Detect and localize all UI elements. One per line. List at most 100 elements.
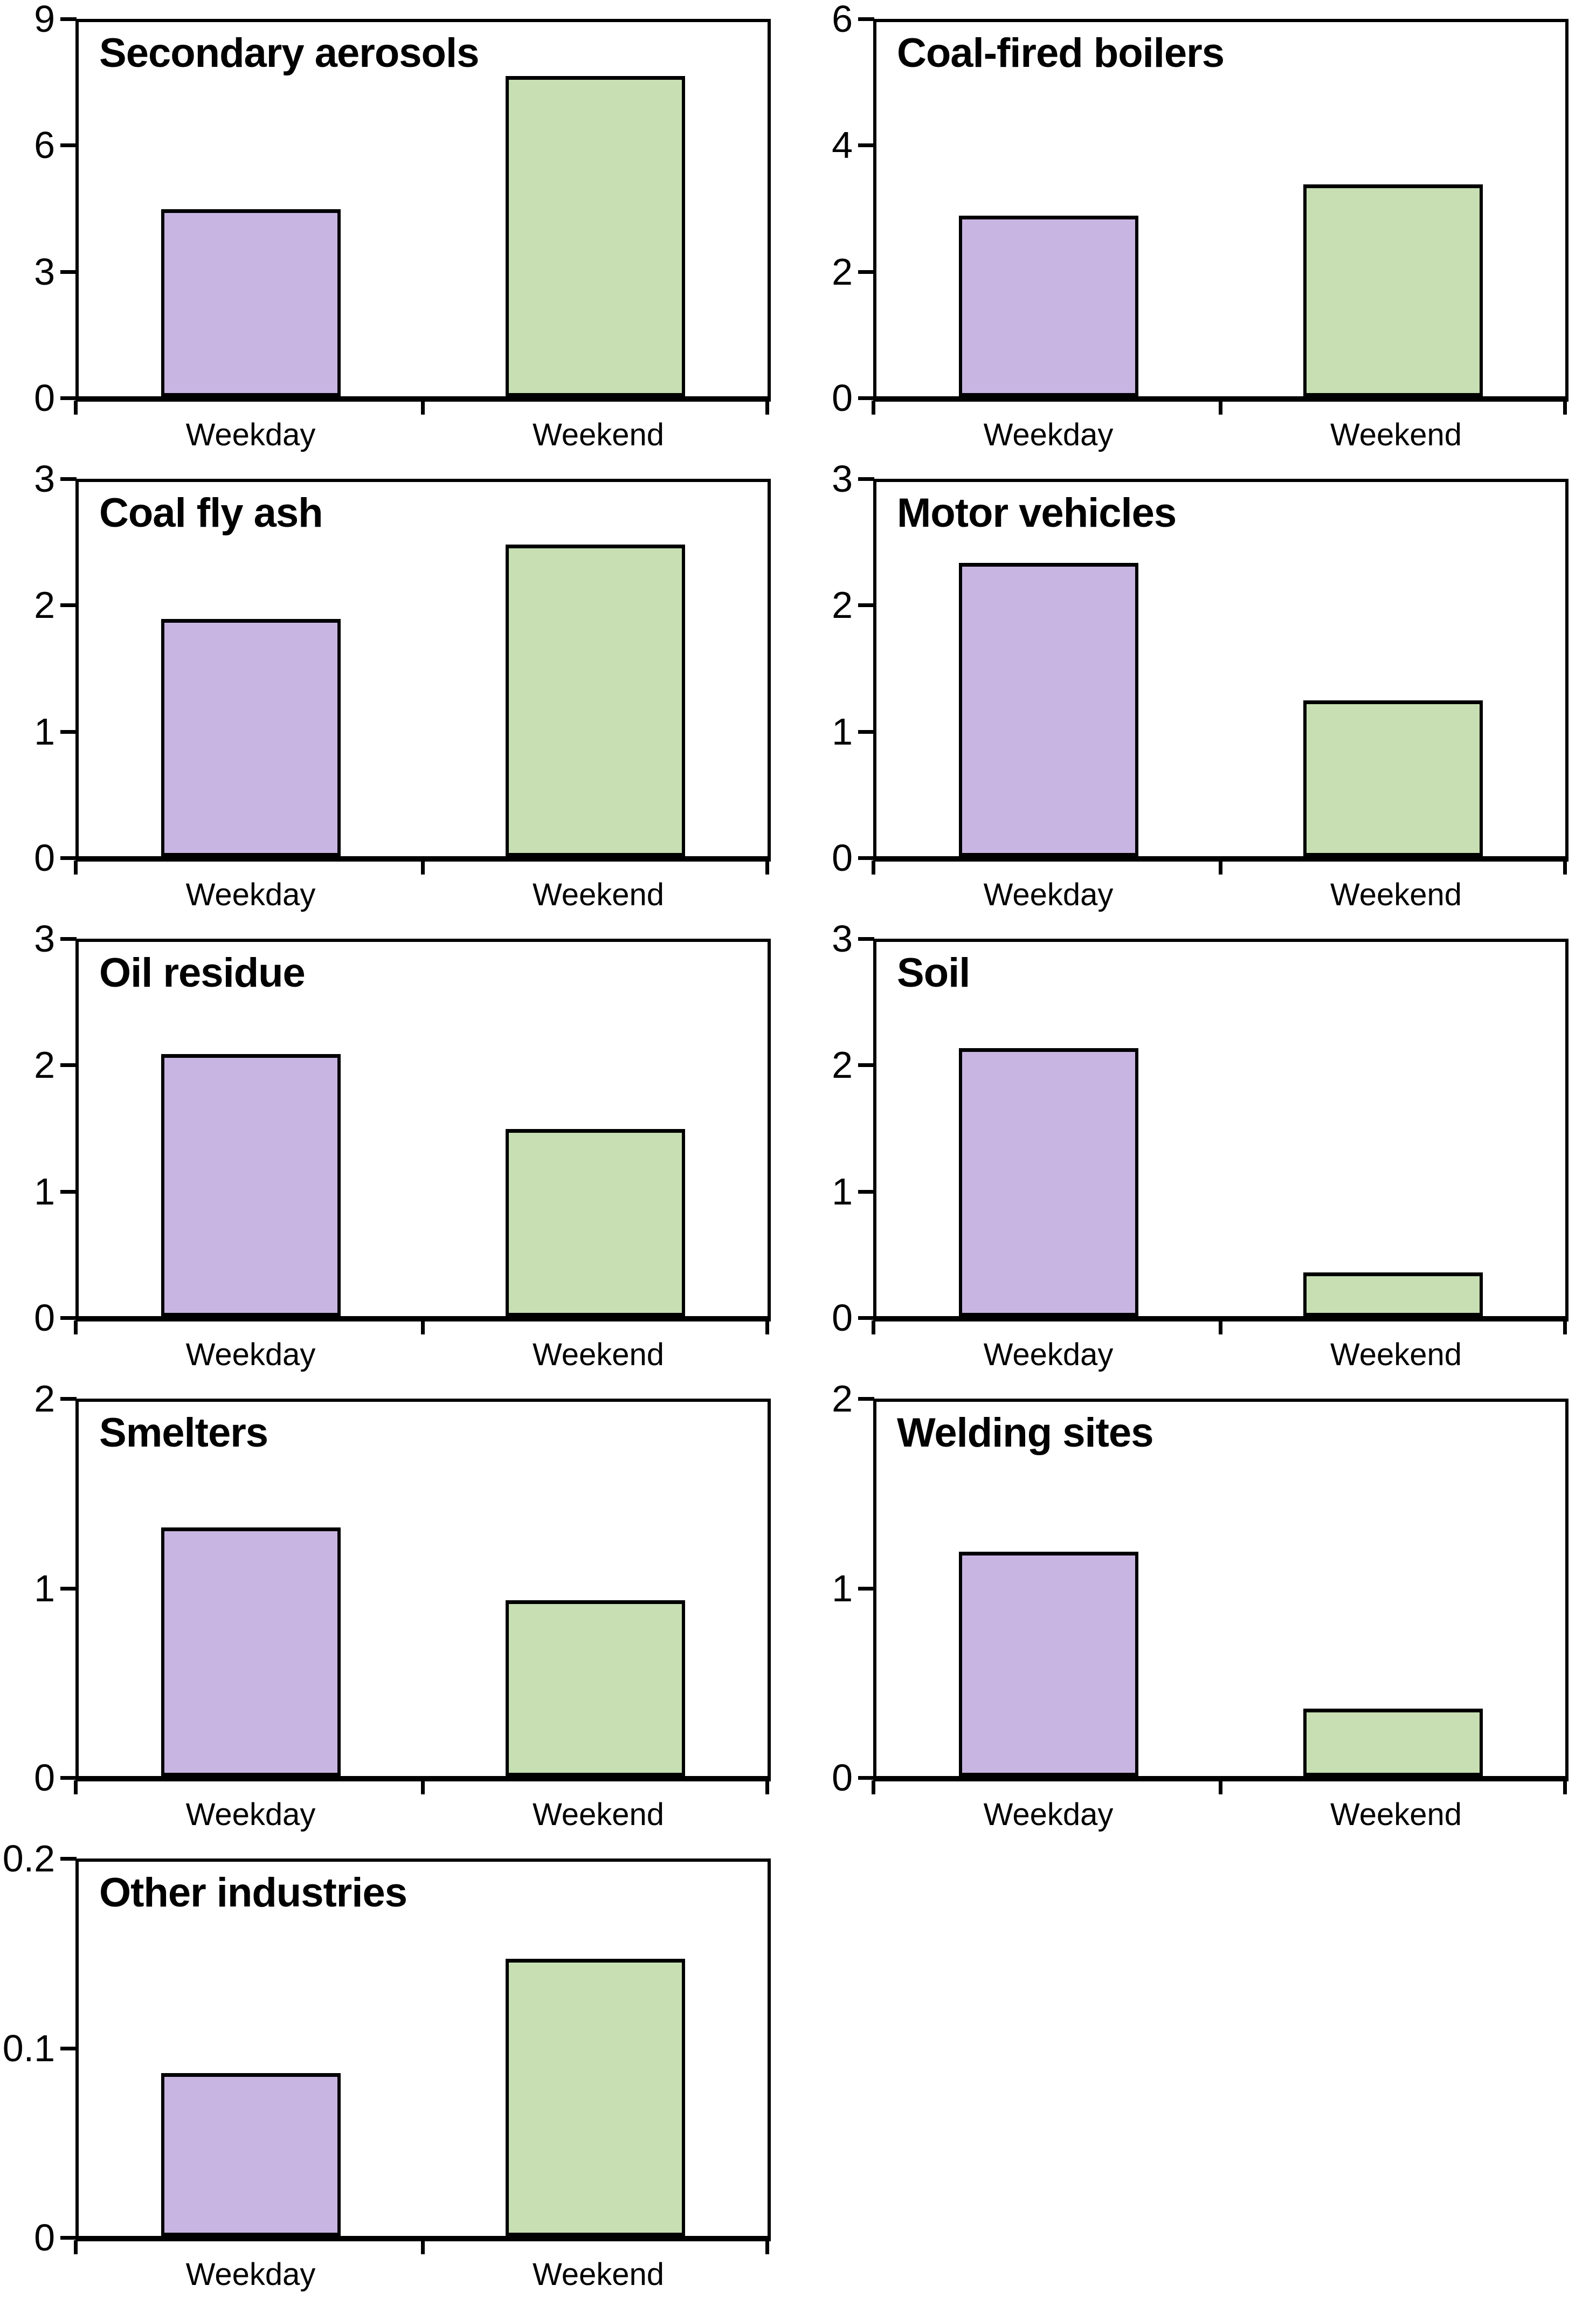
x-axis-tick-left [872,1780,875,1794]
x-axis-tick-center [1219,1780,1222,1794]
y-axis-tick-label: 1 [832,710,853,753]
y-axis-tick-label: 1 [832,1170,853,1213]
chart-panel: Other industries 0 0.1 0.2 Weekday Weekend [0,1837,798,2299]
chart-title: Oil residue [99,950,306,996]
y-axis-tick-label: 1 [34,1170,55,1213]
y-axis-tick [858,937,874,941]
x-axis-label-weekend: Weekend [533,877,664,912]
bar-weekend [506,1600,685,1776]
y-axis-tick-label: 0.1 [2,2027,55,2069]
chart-panel: Soil 0 1 2 3 Weekday Weekend [798,918,1595,1380]
y-axis-tick-label: 0 [832,377,853,419]
x-axis-tick-left [74,1320,78,1334]
y-axis-tick-label: 3 [34,458,55,500]
chart-panel: Motor vehicles 0 1 2 3 Weekday Weekend [798,459,1595,920]
y-axis-tick [60,270,77,274]
x-axis-tick-right [765,401,769,415]
chart-title: Motor vehicles [897,490,1177,536]
bar-weekday [161,2073,341,2236]
x-axis-tick-center [421,2240,425,2254]
chart-title: Coal-fired boilers [897,30,1225,76]
bar-weekend [506,1959,685,2236]
y-axis-tick [858,1586,874,1591]
bar-weekend [506,1129,685,1316]
y-axis-tick [858,1316,874,1320]
x-axis-tick-center [421,401,425,415]
y-axis-tick [60,396,77,400]
y-axis-tick-label: 1 [34,1567,55,1609]
y-axis-tick [60,856,77,860]
y-axis-tick [858,1397,874,1401]
chart-panel: Smelters 0 1 2 Weekday Weekend [0,1378,798,1840]
x-axis-tick-center [421,1320,425,1334]
y-axis-tick [858,270,874,274]
y-axis-tick-label: 3 [832,918,853,960]
chart-title: Other industries [99,1870,407,1916]
x-axis-tick-left [74,861,78,875]
y-axis-tick-label: 2 [34,1378,55,1420]
y-axis-tick-label: 1 [832,1567,853,1609]
x-axis-label-weekday: Weekday [185,417,316,452]
bar-weekday [161,1527,341,1776]
bar-weekday [959,1048,1138,1316]
y-axis-tick-label: 0 [34,2217,55,2259]
y-axis-tick-label: 6 [832,0,853,40]
plot-area: Coal-fired boilers [873,19,1569,402]
y-axis-tick [858,1189,874,1194]
x-axis-tick-center [1219,861,1222,875]
y-axis-tick [60,17,77,21]
x-axis-label-weekday: Weekday [983,1337,1114,1372]
x-axis-label-weekday: Weekday [185,1337,316,1372]
x-axis-label-weekend: Weekend [533,1337,664,1372]
chart-panel: Oil residue 0 1 2 3 Weekday Weekend [0,919,798,1380]
y-axis-tick-label: 0.2 [2,1837,55,1880]
y-axis-tick [60,603,77,608]
x-axis-tick-right [765,861,769,875]
x-axis-tick-right [765,2240,769,2254]
y-axis-tick [858,1776,874,1780]
x-axis-label-weekend: Weekend [533,2257,664,2292]
y-axis-tick [858,856,874,860]
chart-title: Smelters [99,1410,268,1456]
y-axis-tick-label: 0 [34,377,55,419]
x-axis-tick-left [74,1780,78,1794]
y-axis-tick-label: 2 [34,1044,55,1086]
x-axis-tick-right [1563,1780,1567,1794]
x-axis-tick-right [1563,401,1567,415]
x-axis-label-weekend: Weekend [533,417,664,452]
y-axis-tick [858,396,874,400]
bar-weekday [959,215,1138,396]
x-axis-label-weekday: Weekday [185,877,316,912]
plot-area: Coal fly ash [75,479,771,862]
x-axis-label-weekday: Weekday [185,1797,316,1832]
y-axis-tick [858,143,874,148]
y-axis-tick [60,1316,77,1320]
x-axis-label-weekday: Weekday [983,1797,1114,1832]
bar-weekend [506,76,685,396]
y-axis-tick-label: 0 [832,1297,853,1339]
bar-weekday [959,563,1138,856]
bar-weekend [1303,700,1483,856]
y-axis-tick-label: 3 [34,250,55,293]
x-axis-tick-left [74,401,78,415]
y-axis-tick-label: 9 [34,0,55,40]
y-axis-tick [60,1063,77,1068]
chart-panel: Secondary aerosols 0 3 6 9 Weekday Weekend [0,0,798,460]
chart-title: Coal fly ash [99,490,323,536]
bar-weekday [959,1551,1138,1776]
plot-area: Other industries [75,1859,771,2241]
x-axis-tick-left [74,2240,78,2254]
x-axis-tick-right [1563,861,1567,875]
y-axis-tick [60,1586,77,1591]
plot-area: Motor vehicles [873,479,1569,862]
y-axis-tick [858,17,874,21]
y-axis-tick [60,1189,77,1194]
x-axis-tick-left [872,401,875,415]
y-axis-tick [60,729,77,734]
y-axis-tick [60,937,77,941]
chart-title: Welding sites [897,1410,1153,1456]
x-axis-label-weekday: Weekday [185,2257,316,2292]
y-axis-tick [858,477,874,481]
plot-area: Welding sites [873,1399,1569,1781]
